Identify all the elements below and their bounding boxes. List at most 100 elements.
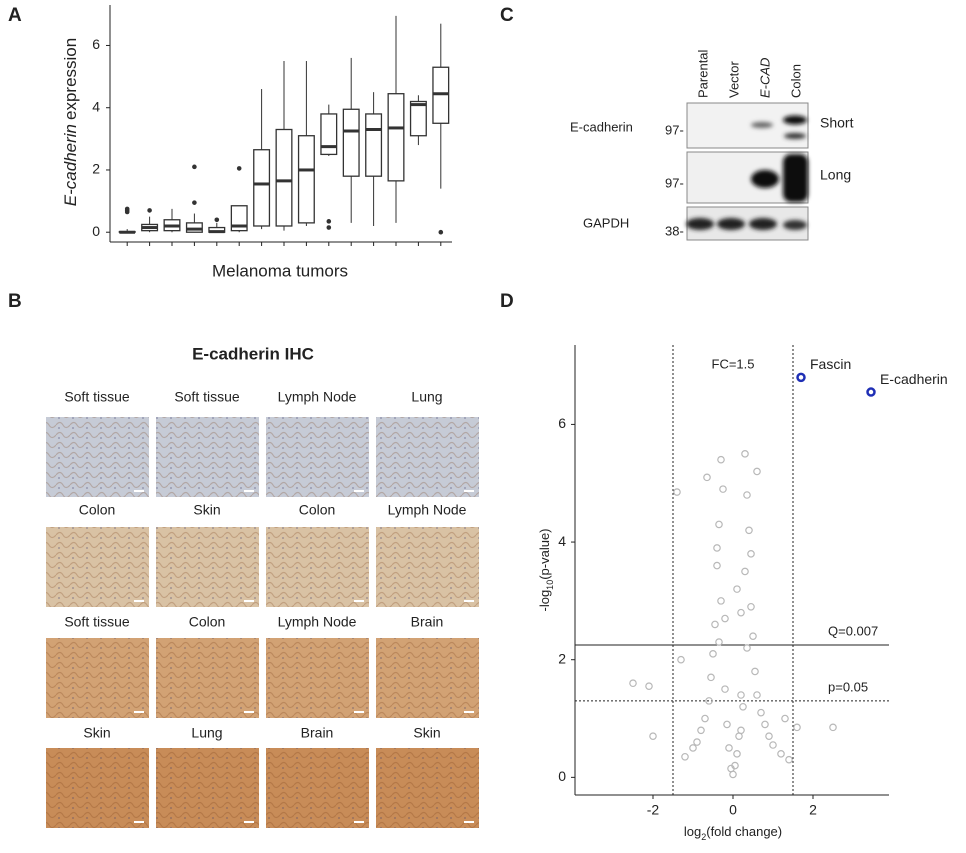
exposure-label: Short [820,115,854,131]
ihc-texture [156,417,259,497]
point [693,738,701,746]
ihc-texture [376,417,479,497]
panel-label: A [8,5,22,26]
panel-label: B [8,291,22,312]
point [717,597,725,605]
threshold-label: p=0.05 [828,679,868,694]
point [703,473,711,482]
blot-frame [686,102,809,149]
point [727,764,735,773]
point [757,708,765,717]
point [719,485,727,493]
western-blot: Parental Vector E-CAD Colon E-cadherin G… [570,49,854,241]
point [777,750,785,758]
outlier [124,206,130,212]
antibody-label: E-cadherin [570,119,633,134]
y-label-part: (p-value) [537,529,552,580]
tile-label: Colon [299,502,336,518]
point [715,520,723,529]
point [723,720,731,729]
y-axis-label-rest: expression [61,38,80,120]
point [781,714,789,723]
mw-marker: 97- [665,175,684,190]
tile-label: Lymph Node [278,389,357,405]
y-tick-label: 4 [558,533,566,549]
ihc-texture [266,748,369,828]
x-label-part: (fold change) [706,824,782,839]
panel-label: D [500,291,514,312]
ihc-texture [376,527,479,607]
point [733,585,741,593]
outlier [192,200,197,205]
point [649,732,657,740]
outlier [147,208,152,213]
exposure-label: Long [820,167,851,183]
x-tick-label: 0 [729,802,737,818]
ihc-grid: Soft tissue Soft tissue Lymph Node Lung Colo… [46,389,479,828]
panel-label: C [500,5,514,26]
x-axis-label: Melanoma tumors [212,261,348,280]
outlier [214,217,220,223]
tile-label: Colon [79,502,116,518]
y-tick-label: 2 [92,161,100,177]
point [673,488,681,496]
tile-label: Soft tissue [64,389,130,405]
point [741,450,749,458]
point [753,467,761,476]
threshold-label: Q=0.007 [828,623,878,638]
point [829,723,837,732]
point-label: E-cadherin [880,371,948,387]
band [717,218,745,230]
box [342,108,360,177]
threshold-label: FC=1.5 [712,356,755,371]
ihc-texture [46,527,149,607]
point [709,650,717,658]
point [737,691,745,699]
point [701,714,709,723]
point [735,732,743,740]
lane-label: E-CAD [757,58,772,98]
box [297,135,315,224]
outlier [236,166,242,171]
box [253,149,271,227]
point [761,720,769,729]
tile-label: Colon [189,614,226,630]
point [645,682,653,690]
tile-label: Skin [83,725,110,741]
ihc-texture [46,638,149,718]
tile-label: Lung [191,725,222,741]
point [765,732,773,740]
point [753,691,761,699]
tile-label: Brain [411,614,444,630]
band [783,115,807,125]
tile-label: Soft tissue [64,614,130,630]
ihc-title: E-cadherin IHC [192,344,314,363]
point [677,655,685,664]
x-axis-label: log2(fold change) [684,824,782,842]
band [751,122,773,128]
point [713,544,721,552]
point [707,673,715,682]
point [751,667,759,676]
box [320,113,338,156]
box [387,93,405,182]
tile-label: Lymph Node [388,502,467,518]
point [747,602,755,611]
point [741,567,749,576]
point [737,608,745,617]
y-tick-label: 2 [558,650,566,666]
ihc-texture [156,638,259,718]
point [629,679,637,688]
ihc-texture [46,748,149,828]
y-tick-label: 0 [92,223,100,239]
lane-label: Colon [788,64,803,98]
tile-label: Brain [301,725,334,741]
point [711,620,719,629]
y-label-sub: 10 [545,580,555,590]
x-tick-label: 2 [809,802,817,818]
point [689,744,697,752]
point [721,685,729,693]
point [721,614,729,623]
band [784,133,806,139]
